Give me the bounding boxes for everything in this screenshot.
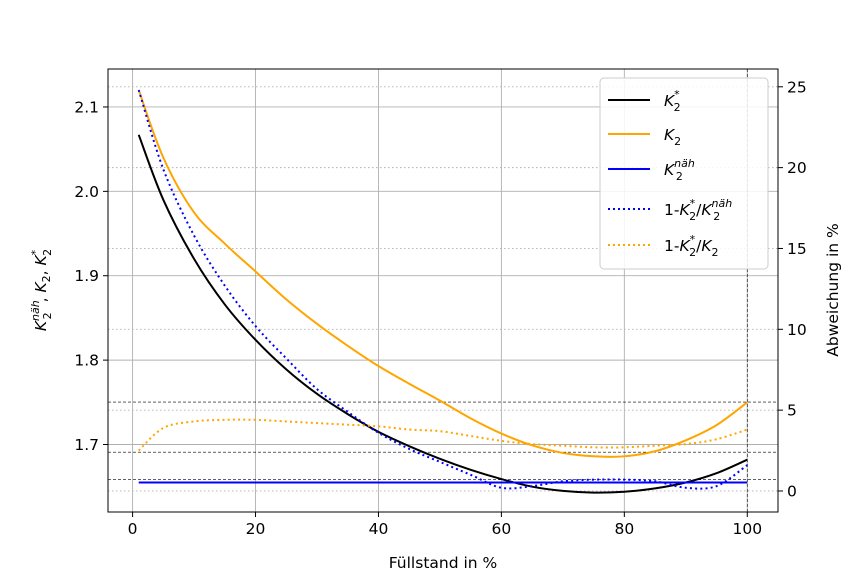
y-right-tick-label: 5	[787, 402, 797, 420]
x-tick-label: 20	[246, 520, 266, 538]
y-left-tick-label: 1.7	[74, 436, 99, 454]
x-axis-ticks: 0 20 40 60 80 100	[128, 512, 762, 538]
x-tick-label: 0	[128, 520, 138, 538]
y-left-tick-label: 1.9	[74, 267, 99, 285]
x-axis-title: Füllstand in %	[389, 554, 498, 572]
svg-text:Knäh2 , K2, K*2: Knäh2 , K2, K*2	[29, 249, 54, 331]
y-left-tick-label: 2.0	[74, 183, 99, 201]
y-right-tick-label: 25	[787, 78, 807, 96]
svg-text:1-K*2/K2: 1-K* 2/K2	[664, 233, 719, 259]
legend: K* 2 K2 Knäh 2 1-K* 2/Knäh 2 1-K* 2/K2	[599, 77, 769, 270]
series-line-0	[137, 134, 748, 494]
y-left-axis-title: Knäh2 , K2, K*2	[29, 249, 54, 331]
legend-box	[599, 77, 769, 270]
y-left-tick-label: 1.8	[74, 352, 99, 370]
y-right-tick-label: 15	[787, 240, 807, 258]
svg-text:K2: K2	[664, 126, 681, 148]
y-right-tick-label: 10	[787, 321, 807, 339]
y-right-axis-title: Abweichung in %	[824, 223, 842, 357]
legend-entry-k2-naeh: Knäh 2	[608, 157, 695, 183]
series-lines	[137, 89, 748, 494]
x-tick-label: 80	[614, 520, 634, 538]
legend-entry-k2: K2	[608, 126, 681, 148]
x-tick-label: 40	[369, 520, 389, 538]
plot-frame	[107, 68, 779, 513]
y-right-tick-label: 20	[787, 159, 807, 177]
x-tick-label: 100	[732, 520, 762, 538]
legend-entry-deviation-k2: 1-K* 2/K2	[608, 233, 719, 259]
series-line-3	[137, 89, 748, 490]
y-left-tick-label: 2.1	[74, 98, 99, 116]
series-line-4	[138, 418, 748, 452]
x-tick-label: 60	[492, 520, 512, 538]
series-line-1	[137, 89, 748, 458]
svg-text:Knäh2: Knäh 2	[664, 157, 695, 183]
y-left-axis-ticks: 1.7 1.8 1.9 2.0 2.1	[74, 98, 108, 454]
y-right-tick-label: 0	[787, 482, 797, 500]
legend-entry-k2-star: K* 2	[608, 88, 681, 114]
svg-text:K*2: K* 2	[664, 88, 681, 114]
y-right-axis-ticks: 0 5 10 15 20 25	[778, 78, 807, 500]
